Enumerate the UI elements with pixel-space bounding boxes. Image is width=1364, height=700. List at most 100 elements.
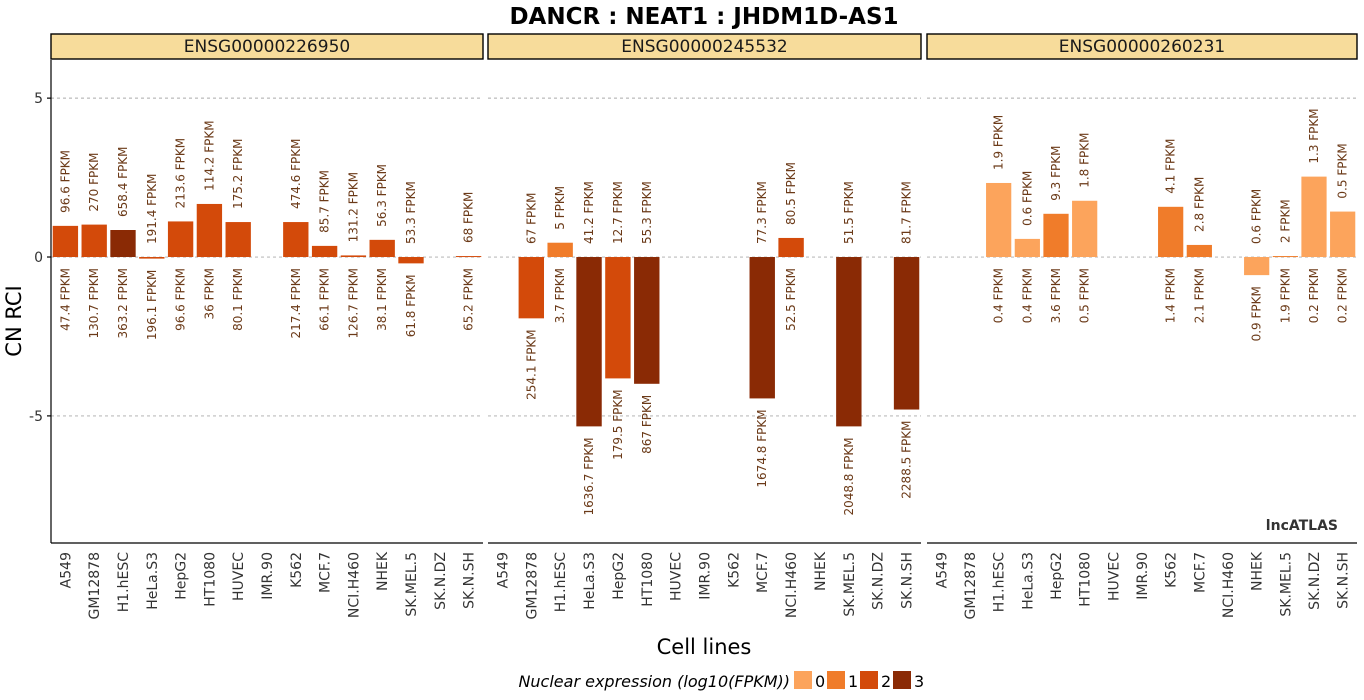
x-tick-label: MCF.7	[318, 552, 334, 593]
x-tick-label: A549	[934, 552, 950, 588]
cyto-fpkm-label: 9.3 FPKM	[1049, 146, 1063, 201]
x-tick-label: SK.N.SH	[900, 552, 916, 609]
bar	[518, 257, 545, 319]
legend-label: 3	[914, 672, 924, 691]
x-tick-label: H1.hESC	[116, 552, 132, 612]
legend-label: 1	[848, 672, 858, 691]
watermark-lncatlas: lncATLAS	[1266, 518, 1338, 534]
panel-strip-label: ENSG00000260231	[1059, 37, 1225, 57]
nuc-fpkm-label: 3.7 FPKM	[553, 268, 567, 323]
panel-ENSG00000260231: ENSG00000260231 A549 GM12878 H1.hESC 1.9 FPK…	[926, 33, 1358, 619]
bar	[1330, 211, 1356, 258]
nuc-fpkm-label: 38.1 FPKM	[375, 268, 389, 331]
nuc-fpkm-label: 1.9 FPKM	[1278, 268, 1292, 323]
nuc-fpkm-label: 0.4 FPKM	[992, 268, 1006, 323]
bar	[605, 257, 631, 379]
x-tick-label: K562	[289, 552, 305, 588]
bar	[52, 225, 79, 258]
legend-title: Nuclear expression (log10(FPKM))	[518, 672, 790, 691]
bar	[369, 239, 395, 258]
legend-label: 2	[881, 672, 891, 691]
cyto-fpkm-label: 114.2 FPKM	[202, 120, 216, 191]
bar	[634, 257, 660, 384]
x-tick-label: H1.hESC	[992, 552, 1008, 612]
bar	[196, 203, 223, 258]
x-tick-label: H1.hESC	[553, 552, 569, 612]
cyto-fpkm-label: 1.3 FPKM	[1307, 108, 1321, 163]
x-axis-title: Cell lines	[657, 635, 752, 659]
x-tick-label: HT1080	[640, 552, 656, 607]
bar	[225, 222, 251, 258]
x-tick-label: HT1080	[202, 552, 218, 607]
cyto-fpkm-label: 2.8 FPKM	[1192, 177, 1206, 232]
x-tick-label: GM12878	[87, 552, 103, 619]
cyto-fpkm-label: 175.2 FPKM	[231, 139, 245, 210]
x-tick-label: SK.N.SH	[1336, 552, 1352, 609]
x-tick-label: SK.MEL.5	[404, 552, 420, 617]
nuc-fpkm-label: 52.5 FPKM	[784, 268, 798, 331]
x-tick-label: K562	[726, 552, 742, 588]
y-tick-label: -5	[29, 409, 43, 425]
nuc-fpkm-label: 80.1 FPKM	[231, 268, 245, 331]
x-tick-label: NHEK	[1250, 551, 1266, 591]
nuc-fpkm-label: 0.4 FPKM	[1020, 268, 1034, 323]
nuc-fpkm-label: 3.6 FPKM	[1049, 268, 1063, 323]
cyto-fpkm-label: 85.7 FPKM	[318, 170, 332, 233]
bar	[576, 257, 602, 427]
nuc-fpkm-label: 0.5 FPKM	[1078, 268, 1092, 323]
x-tick-label: HeLa.S3	[582, 552, 598, 610]
bar	[1301, 176, 1327, 258]
x-tick-label: GM12878	[524, 552, 540, 619]
x-tick-label: SK.N.DZ	[871, 552, 887, 610]
cyto-fpkm-label: 0.5 FPKM	[1336, 143, 1350, 198]
cyto-fpkm-label: 474.6 FPKM	[289, 139, 303, 210]
chart-title: DANCR : NEAT1 : JHDM1D-AS1	[509, 4, 898, 30]
bar	[1186, 244, 1212, 258]
nuc-fpkm-label: 217.4 FPKM	[289, 268, 303, 339]
cyto-fpkm-label: 12.7 FPKM	[611, 181, 625, 244]
x-tick-label: HepG2	[611, 552, 627, 600]
x-tick-label: HepG2	[174, 552, 190, 600]
cyto-fpkm-label: 1.8 FPKM	[1078, 133, 1092, 188]
bar	[340, 255, 367, 258]
bar	[1244, 257, 1270, 276]
cyto-fpkm-label: 191.4 FPKM	[145, 173, 159, 244]
bar	[1158, 206, 1184, 258]
x-tick-label: SK.MEL.5	[1278, 552, 1294, 617]
cyto-fpkm-label: 5 FPKM	[553, 186, 567, 230]
legend-swatch	[794, 671, 812, 689]
bar	[1014, 238, 1040, 258]
cyto-fpkm-label: 2 FPKM	[1278, 199, 1292, 243]
nuc-fpkm-label: 47.4 FPKM	[58, 268, 72, 331]
legend-swatch	[860, 671, 878, 689]
nuc-fpkm-label: 1.4 FPKM	[1164, 268, 1178, 323]
cyto-fpkm-label: 68 FPKM	[462, 192, 476, 243]
x-tick-label: SK.MEL.5	[842, 552, 858, 617]
legend: Nuclear expression (log10(FPKM)) 0 1 2 3	[518, 671, 924, 691]
cyto-fpkm-label: 96.6 FPKM	[58, 150, 72, 213]
cyto-fpkm-label: 81.7 FPKM	[900, 181, 914, 244]
cyto-fpkm-label: 270 FPKM	[87, 153, 101, 212]
cyto-fpkm-label: 213.6 FPKM	[174, 138, 188, 209]
nuc-fpkm-label: 65.2 FPKM	[462, 268, 476, 331]
bar	[893, 257, 920, 410]
bar	[139, 257, 165, 259]
bar	[1072, 200, 1098, 258]
panel-ENSG00000245532: ENSG00000245532 A549 GM12878 67 FPKM 254.1 F…	[487, 33, 922, 619]
bar	[311, 245, 338, 258]
nuc-fpkm-label: 61.8 FPKM	[404, 274, 418, 337]
x-tick-label: MCF.7	[1192, 552, 1208, 593]
x-tick-label: NHEK	[375, 551, 391, 591]
cyto-fpkm-label: 0.6 FPKM	[1020, 171, 1034, 226]
x-tick-label: HT1080	[1078, 552, 1094, 607]
y-axis-title: CN RCI	[2, 285, 26, 356]
y-tick-label: 5	[34, 91, 43, 107]
cyto-fpkm-label: 53.3 FPKM	[404, 181, 418, 244]
x-tick-label: SK.N.DZ	[433, 552, 449, 610]
x-tick-label: HUVEC	[231, 552, 247, 601]
nuc-fpkm-label: 2.1 FPKM	[1192, 268, 1206, 323]
x-tick-label: A549	[495, 552, 511, 588]
x-tick-label: MCF.7	[755, 552, 771, 593]
x-tick-label: A549	[58, 552, 74, 588]
nuc-fpkm-label: 0.9 FPKM	[1250, 286, 1264, 341]
